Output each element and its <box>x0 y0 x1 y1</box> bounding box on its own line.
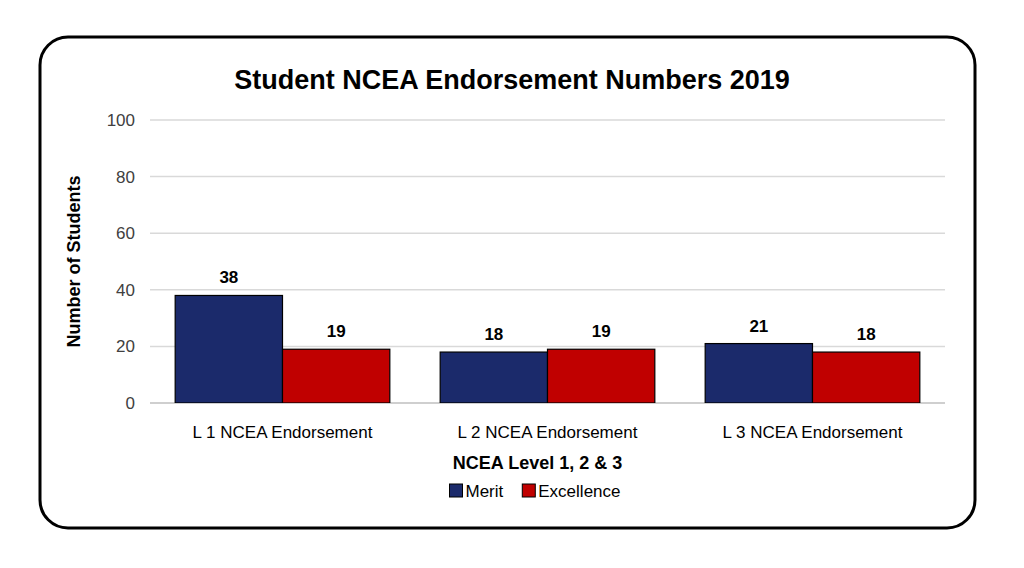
y-axis-label: Number of Students <box>64 175 84 347</box>
grid-line <box>150 289 945 291</box>
legend-label: Excellence <box>538 482 620 501</box>
bar <box>548 349 655 403</box>
y-tick-label: 40 <box>116 281 135 300</box>
x-tick-label: L 1 NCEA Endorsement <box>193 423 373 442</box>
grid-line <box>150 232 945 234</box>
chart-root: Student NCEA Endorsement Numbers 2019 0 20… <box>0 0 1024 568</box>
y-tick-label: 0 <box>126 394 135 413</box>
bars <box>175 295 920 403</box>
legend-swatch <box>450 484 463 497</box>
y-tick-label: 100 <box>107 111 135 130</box>
data-label: 18 <box>857 325 876 344</box>
data-labels: 38 19 18 19 21 18 <box>219 268 875 344</box>
x-axis-label: NCEA Level 1, 2 & 3 <box>453 453 622 473</box>
y-tick-label: 60 <box>116 224 135 243</box>
title: Student NCEA Endorsement Numbers 2019 <box>234 65 790 95</box>
frame <box>40 37 975 528</box>
y-tick-label: 80 <box>116 168 135 187</box>
data-label: 19 <box>327 322 346 341</box>
legend-label: Merit <box>466 482 504 501</box>
legend: Merit Excellence <box>450 482 621 501</box>
x-tick-label: L 2 NCEA Endorsement <box>458 423 638 442</box>
x-tick-label: L 3 NCEA Endorsement <box>723 423 903 442</box>
data-label: 19 <box>592 322 611 341</box>
grid-line <box>150 119 945 121</box>
bar <box>283 349 390 403</box>
grid-line <box>150 176 945 178</box>
bar <box>440 352 547 403</box>
data-label: 21 <box>749 317 768 336</box>
bar <box>705 344 812 403</box>
legend-swatch <box>522 484 535 497</box>
data-label: 18 <box>484 325 503 344</box>
bar <box>175 295 282 403</box>
bar <box>813 352 920 403</box>
y-tick-label: 20 <box>116 337 135 356</box>
data-label: 38 <box>219 268 238 287</box>
